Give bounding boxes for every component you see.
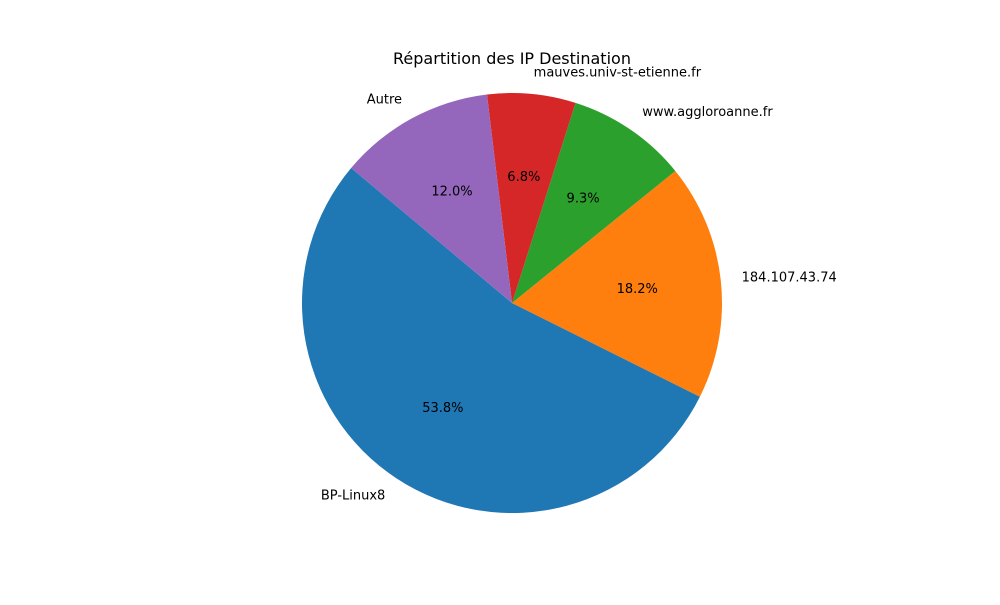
chart-title: Répartition des IP Destination bbox=[393, 49, 631, 68]
slice-label-mauves-univ-st-etienne-fr: mauves.univ-st-etienne.fr bbox=[534, 66, 702, 81]
pie-labels: BP-Linux8 53.8% 184.107.43.74 18.2% www.aggl… bbox=[321, 66, 837, 504]
slice-percent-www-aggloroanne-fr: 9.3% bbox=[567, 191, 600, 206]
pie-slice-www-aggloroanne-fr bbox=[512, 102, 676, 304]
slice-label-www-aggloroanne-fr: www.aggloroanne.fr bbox=[642, 105, 773, 120]
slice-percent-184-107-43-74: 18.2% bbox=[617, 282, 658, 297]
slice-percent-autre: 12.0% bbox=[431, 185, 472, 200]
pie-slice-bp-linux8 bbox=[302, 168, 700, 513]
pie-slice-184-107-43-74 bbox=[512, 171, 723, 397]
slice-label-184-107-43-74: 184.107.43.74 bbox=[742, 270, 837, 285]
pie-slice-mauves-univ-st-etienne-fr bbox=[486, 93, 576, 304]
pie-slices bbox=[302, 93, 723, 513]
slice-percent-bp-linux8: 53.8% bbox=[422, 401, 463, 416]
pie-slice-autre bbox=[351, 94, 512, 303]
slice-label-bp-linux8: BP-Linux8 bbox=[321, 489, 385, 504]
slice-percent-mauves-univ-st-etienne-fr: 6.8% bbox=[507, 170, 540, 185]
slice-label-autre: Autre bbox=[367, 92, 402, 107]
